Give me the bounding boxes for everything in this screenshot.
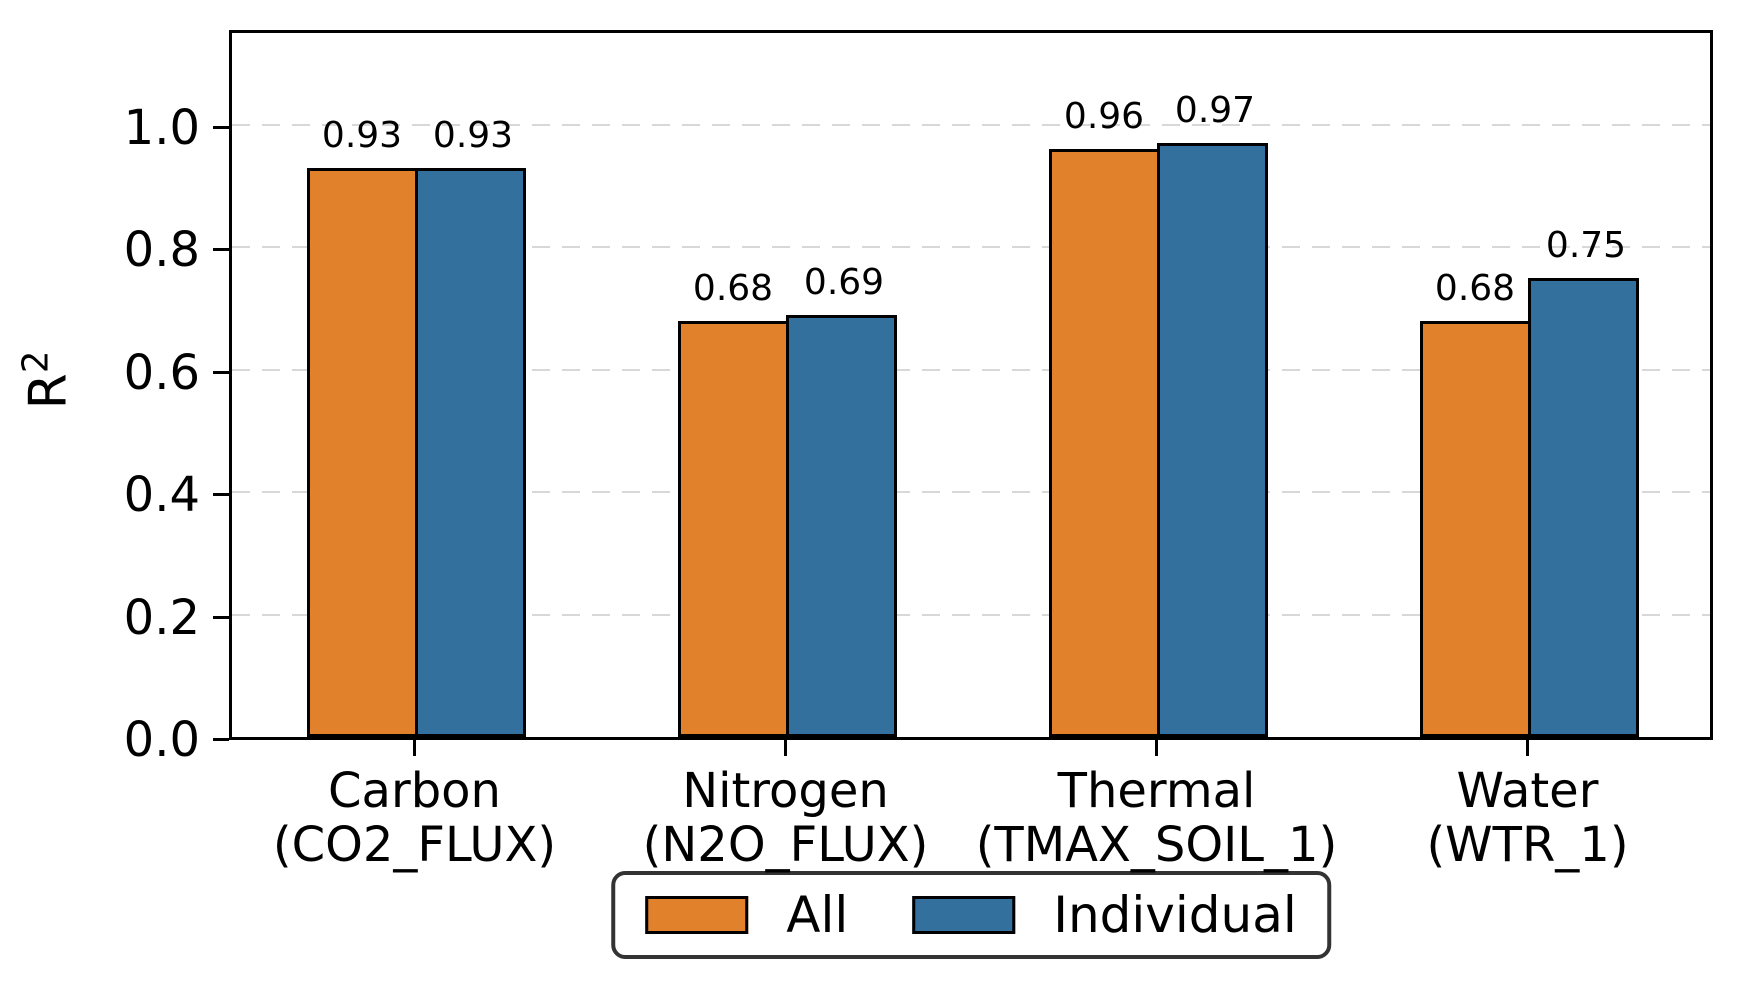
x-tick-mark — [1526, 740, 1529, 756]
y-tick-mark — [213, 493, 229, 497]
x-axis-category-label: Thermal (TMAX_SOIL_1) — [975, 763, 1338, 873]
y-tick-label: 0.0 — [123, 712, 200, 768]
x-tick-mark — [784, 740, 787, 756]
bar-value-label: 0.96 — [1063, 96, 1145, 137]
bar-value-label: 0.97 — [1174, 90, 1256, 131]
legend-swatch-all — [645, 896, 749, 934]
bar-value-label: 0.68 — [1434, 268, 1516, 309]
y-tick-label: 0.4 — [123, 467, 200, 524]
y-tick-label: 1.0 — [123, 100, 200, 156]
legend: All Individual — [611, 871, 1331, 959]
bar-value-label: 0.75 — [1545, 225, 1627, 266]
legend-item-individual: Individual — [912, 887, 1297, 943]
plot-area: 0.93 0.93 0.68 0.69 0.96 0.97 0.68 0.75 — [229, 30, 1713, 740]
gridline — [232, 491, 1710, 494]
y-tick-label: 0.2 — [123, 589, 200, 646]
legend-label: All — [786, 886, 849, 944]
legend-swatch-individual — [912, 896, 1016, 934]
x-axis-category-label: Carbon (CO2_FLUX) — [272, 763, 557, 873]
gridline — [232, 613, 1710, 616]
bar-individual — [1527, 278, 1639, 737]
y-tick-mark — [213, 370, 229, 374]
x-tick-mark — [1155, 740, 1158, 756]
bar-individual — [1156, 143, 1268, 737]
legend-label: Individual — [1053, 886, 1297, 944]
gridline — [232, 246, 1710, 249]
y-tick-mark — [213, 615, 229, 619]
x-tick-mark — [413, 740, 416, 756]
gridline — [232, 368, 1710, 371]
bar-value-label: 0.93 — [432, 115, 514, 156]
bar-value-label: 0.69 — [803, 262, 885, 303]
bar-all — [1419, 321, 1531, 737]
x-axis-category-label: Nitrogen (N2O_FLUX) — [642, 763, 929, 873]
y-tick-label: 0.8 — [123, 222, 200, 279]
bar-all — [1048, 149, 1160, 737]
gridline — [232, 124, 1710, 126]
bar-value-label: 0.93 — [321, 115, 403, 156]
y-tick-mark — [213, 126, 229, 129]
bar-all — [677, 321, 789, 737]
x-axis-category-label: Water (WTR_1) — [1426, 763, 1629, 873]
legend-item-all: All — [645, 887, 848, 943]
y-tick-mark — [213, 738, 229, 741]
bar-individual — [414, 168, 526, 737]
y-tick-mark — [213, 248, 229, 252]
bar-individual — [785, 315, 897, 737]
bar-value-label: 0.68 — [692, 268, 774, 309]
y-tick-label: 0.6 — [123, 344, 200, 401]
bar-all — [306, 168, 418, 737]
